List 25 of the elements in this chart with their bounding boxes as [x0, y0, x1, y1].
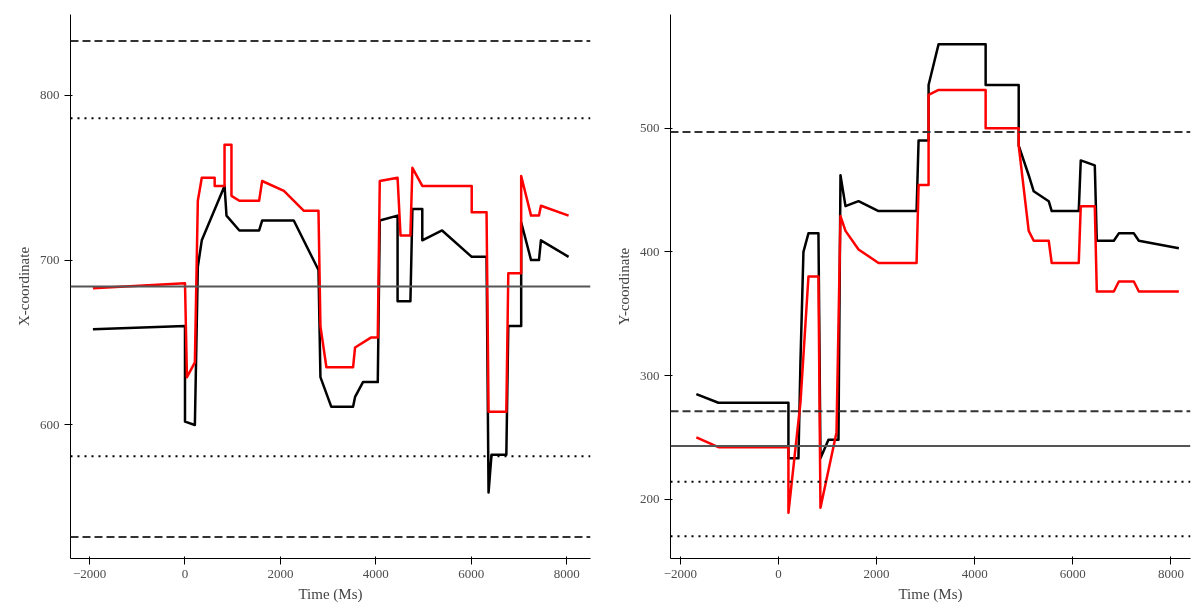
y-tick-label: 600 — [40, 416, 60, 432]
x-tick-label: 4000 — [362, 565, 389, 581]
y-axis-title: X-coordinate — [16, 246, 32, 327]
x-tick-label: 6000 — [458, 565, 485, 581]
x-axis-title: Time (Ms) — [298, 585, 363, 603]
y-axis-title: Y-coordinate — [616, 247, 632, 326]
y-tick-label: 500 — [640, 120, 660, 136]
x-tick-label: 8000 — [553, 565, 580, 581]
y-tick-label: 700 — [40, 252, 60, 268]
line-series — [91, 143, 570, 414]
x-tick-label: −2000 — [72, 565, 107, 581]
x-tick-label: 6000 — [1059, 565, 1086, 581]
x-tick-label: 2000 — [863, 565, 890, 581]
x-tick-label: 0 — [775, 565, 782, 581]
y-tick-label: 300 — [640, 367, 660, 383]
y-tick-label: 400 — [640, 243, 660, 259]
y-tick-label: 800 — [40, 87, 60, 103]
y-tick-label: 200 — [640, 491, 660, 507]
x-tick-label: 2000 — [267, 565, 294, 581]
x-tick-label: 0 — [181, 565, 189, 581]
line-series — [695, 88, 1181, 514]
x-tick-label: 4000 — [961, 565, 988, 581]
x-tick-label: −2000 — [663, 565, 697, 581]
x-axis-title: Time (Ms) — [898, 585, 963, 603]
x-tick-label: 8000 — [1157, 565, 1184, 581]
